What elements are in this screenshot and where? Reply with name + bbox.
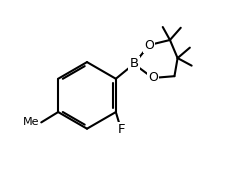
Text: O: O	[148, 71, 158, 84]
Text: O: O	[144, 39, 154, 51]
Text: Me: Me	[23, 117, 39, 127]
Text: B: B	[129, 57, 138, 70]
Text: F: F	[117, 123, 125, 136]
